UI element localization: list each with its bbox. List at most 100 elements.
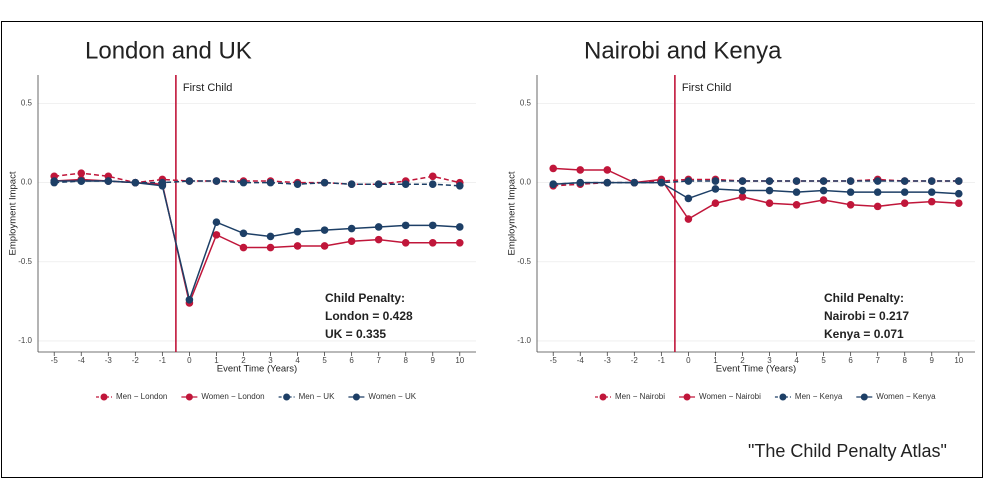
x-tick-label: -3 — [604, 356, 612, 365]
x-tick-label: -5 — [550, 356, 558, 365]
x-tick-label: 10 — [954, 356, 963, 365]
x-tick-label: 7 — [376, 356, 381, 365]
legend-marker — [283, 393, 291, 401]
legend-label: Men − UK — [299, 392, 335, 401]
point — [293, 242, 302, 250]
point — [77, 169, 86, 177]
point — [320, 242, 329, 250]
series-line — [54, 180, 460, 303]
point — [212, 218, 221, 227]
y-axis-label: Employment Impact — [8, 171, 19, 255]
point — [428, 180, 437, 189]
series-line — [553, 181, 959, 200]
point — [684, 177, 693, 185]
x-tick-label: 0 — [187, 356, 192, 365]
legend-marker — [599, 393, 607, 401]
x-axis-label: Event Time (Years) — [217, 364, 297, 375]
point — [846, 188, 855, 196]
x-tick-label: 9 — [930, 356, 935, 365]
point — [549, 164, 558, 173]
x-tick-label: 5 — [322, 356, 327, 365]
point — [657, 178, 666, 187]
legend-item: Women − London — [181, 392, 265, 401]
point — [158, 182, 167, 190]
x-tick-label: 2 — [241, 356, 246, 365]
point — [455, 238, 464, 247]
x-tick-label: 6 — [349, 356, 354, 365]
point — [374, 235, 383, 244]
x-tick-label: 9 — [431, 356, 436, 365]
legend-marker — [779, 393, 787, 401]
legend-item: Men − Kenya — [774, 392, 843, 401]
x-tick-label: -4 — [577, 356, 585, 365]
point — [900, 188, 909, 196]
series-line — [553, 167, 959, 221]
y-tick-label: 0.5 — [520, 99, 532, 108]
point — [347, 237, 356, 245]
point — [819, 177, 828, 185]
x-tick-label: 0 — [686, 356, 691, 365]
point — [239, 229, 248, 238]
point — [185, 295, 194, 304]
y-tick-label: -0.5 — [18, 257, 32, 266]
x-tick-label: 3 — [767, 356, 772, 365]
point — [576, 166, 585, 174]
legend-label: Women − Nairobi — [699, 392, 761, 401]
point — [738, 186, 747, 195]
point — [50, 177, 59, 185]
frame — [1, 21, 983, 478]
annotation: Nairobi = 0.217 — [824, 309, 909, 323]
x-tick-label: 5 — [821, 356, 826, 365]
point — [428, 238, 437, 247]
event-label: First Child — [183, 82, 233, 94]
y-tick-label: 0.5 — [21, 99, 33, 108]
point — [900, 199, 909, 208]
panel: London and UK -1.0 -0.5 0.0 0.5 -5 -4 -3 -2 -1 0 1 2… — [8, 37, 476, 401]
x-tick-label: 7 — [875, 356, 880, 365]
point — [549, 180, 558, 189]
point — [185, 177, 194, 185]
point — [846, 177, 855, 185]
caption: "The Child Penalty Atlas" — [748, 441, 947, 461]
legend-marker — [185, 393, 193, 401]
x-tick-label: 4 — [295, 356, 300, 365]
point — [603, 166, 612, 174]
point — [428, 172, 437, 181]
point — [873, 202, 882, 211]
point — [819, 186, 828, 195]
x-tick-label: 1 — [713, 356, 718, 365]
legend-marker — [100, 393, 108, 401]
point — [765, 177, 774, 185]
point — [239, 243, 248, 252]
point — [927, 197, 936, 206]
x-tick-label: 3 — [268, 356, 273, 365]
point — [131, 178, 140, 187]
annotation: Child Penalty: — [325, 291, 405, 305]
legend-item: Women − Nairobi — [679, 392, 761, 401]
y-tick-label: -0.5 — [517, 257, 531, 266]
point — [320, 226, 329, 234]
point — [455, 182, 464, 190]
y-tick-label: -1.0 — [517, 336, 531, 345]
y-tick-label: -1.0 — [18, 336, 32, 345]
point — [347, 180, 356, 189]
chart-title: London and UK — [85, 37, 252, 64]
point — [819, 196, 828, 204]
legend-item: Men − London — [96, 392, 167, 401]
series-line — [54, 172, 460, 185]
point — [684, 194, 693, 203]
point — [765, 199, 774, 208]
legend-item: Men − UK — [278, 392, 335, 401]
point — [428, 221, 437, 230]
point — [401, 238, 410, 247]
x-tick-label: -4 — [78, 356, 86, 365]
event-label: First Child — [682, 82, 732, 94]
point — [239, 178, 248, 187]
legend-marker — [352, 393, 360, 401]
point — [954, 177, 963, 185]
annotation: London = 0.428 — [325, 309, 413, 323]
point — [792, 177, 801, 185]
legend-label: Women − London — [201, 392, 264, 401]
legend-label: Men − Nairobi — [615, 392, 665, 401]
